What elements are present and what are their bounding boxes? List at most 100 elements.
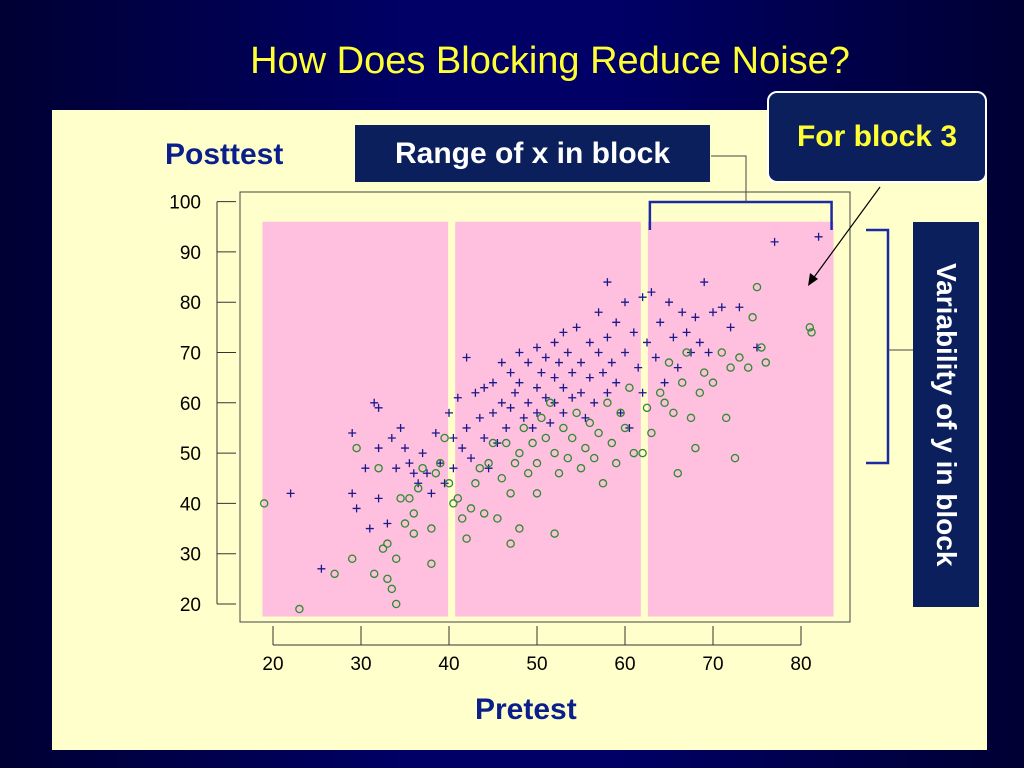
data-point-cross: [599, 368, 607, 377]
data-point-circle: [660, 398, 669, 408]
data-point-circle: [550, 448, 559, 458]
data-point-circle: [444, 479, 454, 488]
data-point-circle: [427, 524, 436, 533]
y-tick-label: 30: [180, 545, 201, 566]
data-point-cross: [348, 489, 357, 498]
data-point-circle: [409, 509, 419, 518]
data-point-cross: [581, 413, 590, 422]
data-point-cross: [480, 383, 489, 392]
data-point-cross: [687, 348, 695, 357]
y-tick-label: 50: [180, 444, 201, 465]
data-point-cross: [550, 398, 559, 407]
y-tick-label: 60: [180, 394, 201, 415]
data-point-circle: [457, 514, 467, 523]
data-point-circle: [497, 473, 507, 483]
data-point-circle: [807, 328, 816, 337]
data-point-circle: [405, 494, 414, 503]
data-point-cross: [585, 338, 594, 347]
data-point-cross: [541, 393, 550, 402]
data-point-cross: [603, 388, 612, 397]
data-point-circle: [541, 433, 551, 443]
data-point-circle: [431, 468, 441, 478]
data-point-cross: [502, 423, 511, 432]
block-1: [262, 221, 449, 617]
data-point-cross: [515, 378, 524, 387]
data-point-circle: [352, 443, 361, 453]
y-tick-label: 100: [169, 193, 201, 214]
data-point-cross: [700, 278, 709, 287]
data-point-circle: [506, 539, 515, 548]
data-point-cross: [634, 363, 643, 372]
data-point-cross: [651, 353, 660, 362]
data-point-cross: [484, 464, 493, 473]
data-point-circle: [528, 438, 537, 448]
data-point-circle: [475, 463, 485, 473]
data-point-cross: [612, 378, 621, 387]
data-point-circle: [488, 438, 498, 448]
data-point-circle: [677, 378, 687, 387]
data-point-cross: [568, 393, 577, 402]
data-point-cross: [550, 373, 559, 382]
data-point-cross: [462, 423, 471, 432]
x-tick-label: 30: [350, 654, 371, 675]
data-point-circle: [554, 468, 564, 478]
data-point-circle: [748, 313, 757, 322]
data-point-circle: [374, 463, 383, 473]
data-point-cross: [361, 464, 370, 473]
data-point-circle: [550, 529, 559, 538]
data-point-circle: [435, 458, 445, 468]
data-point-cross: [392, 464, 401, 473]
data-point-cross: [541, 353, 550, 362]
data-point-circle: [400, 519, 410, 528]
data-point-cross: [735, 303, 744, 312]
range-connector: [711, 155, 747, 202]
y-tick-label: 20: [180, 595, 201, 616]
data-point-cross: [497, 358, 506, 367]
x-axis-title: Pretest: [475, 693, 577, 726]
data-point-cross: [612, 318, 621, 327]
data-point-cross: [511, 388, 519, 397]
data-point-cross: [401, 444, 409, 453]
data-point-cross: [691, 313, 700, 322]
data-point-cross: [462, 353, 471, 362]
data-point-circle: [484, 458, 493, 468]
data-point-circle: [479, 509, 489, 518]
data-point-cross: [524, 358, 533, 367]
data-point-cross: [577, 358, 585, 367]
data-point-circle: [383, 574, 392, 584]
annotation-layer: [648, 155, 913, 465]
callout-arrow-line: [811, 186, 881, 281]
data-point-cross: [656, 318, 665, 327]
data-point-circle: [629, 448, 639, 458]
x-tick-label: 20: [262, 654, 283, 675]
data-point-circle: [638, 448, 647, 458]
data-point-circle: [391, 599, 401, 609]
data-point-circle: [691, 443, 700, 453]
data-point-cross: [383, 519, 392, 528]
plot-frame: [239, 191, 851, 623]
data-point-circle: [686, 413, 696, 423]
data-point-cross: [678, 308, 687, 317]
block-3-callout: For block 3: [767, 91, 987, 183]
data-point-cross: [533, 343, 541, 352]
data-point-cross: [621, 348, 629, 357]
data-point-cross: [616, 408, 625, 417]
data-point-cross: [436, 459, 445, 468]
data-point-circle: [383, 539, 392, 548]
data-point-circle: [611, 458, 621, 468]
data-point-cross: [559, 383, 568, 392]
x-tick-label: 40: [438, 654, 459, 675]
data-point-circle: [805, 323, 815, 332]
data-point-cross: [717, 303, 726, 312]
data-point-cross: [352, 504, 361, 513]
data-point-circle: [330, 569, 339, 579]
data-point-cross: [603, 278, 612, 287]
data-point-circle: [572, 408, 581, 418]
data-point-circle: [655, 388, 665, 397]
data-point-circle: [598, 479, 608, 488]
slide-title: How Does Blocking Reduce Noise?: [250, 40, 850, 82]
data-point-circle: [752, 282, 762, 292]
data-point-cross: [489, 408, 497, 417]
data-point-cross: [550, 338, 559, 347]
data-point-cross: [594, 308, 603, 317]
